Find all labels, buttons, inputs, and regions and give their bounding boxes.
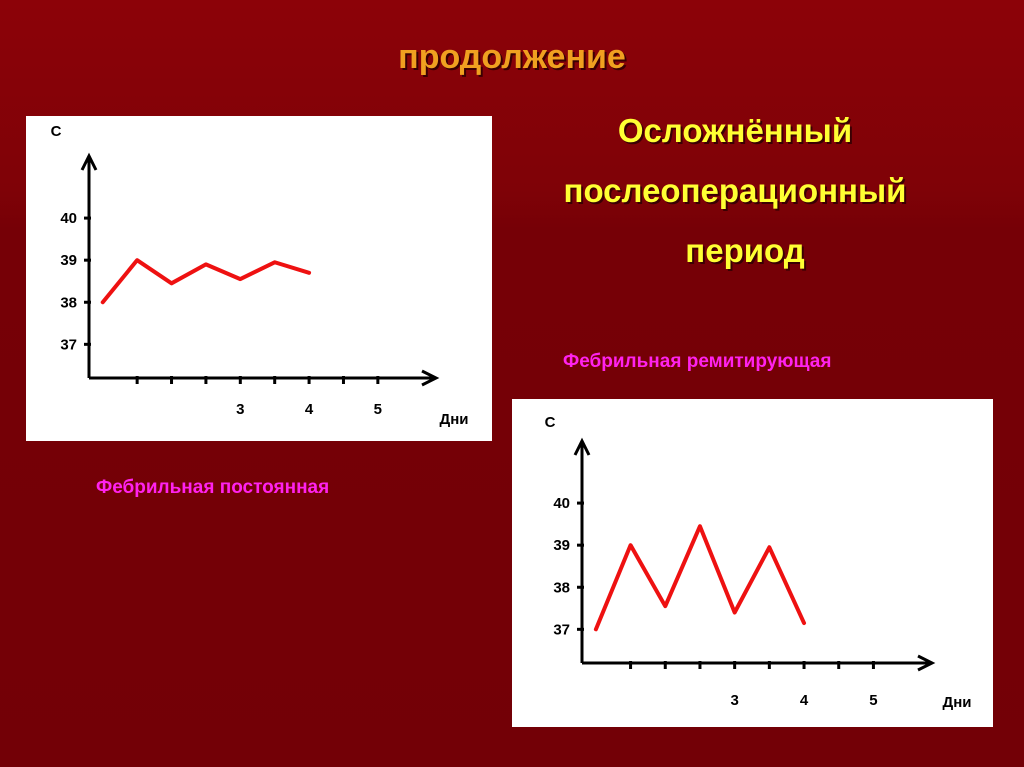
x-tick-label: 5 [374,401,382,418]
heading-line-2: послеоперационный [563,172,907,209]
chart-panel-constant: С Дни 37 38 39 40 3 4 5 [26,116,492,441]
y-axis-title: С [51,123,62,140]
x-axis-arrow [917,654,936,672]
caption-constant: Фебрильная постоянная [96,477,330,498]
x-axis-arrow [421,369,440,387]
y-tick-label: 37 [60,336,77,353]
y-axis-arrow [80,152,98,171]
temperature-line [593,524,807,632]
x-tick-label: 3 [236,401,244,418]
slide-title: продолжение [398,38,626,76]
heading-line-1: Осложнённый [617,112,853,149]
caption-remittent: Фебрильная ремитирующая [563,351,832,372]
y-axis-arrow [573,437,591,456]
x-tick-label: 4 [305,401,314,418]
chart-constant: С Дни 37 38 39 40 3 4 5 [51,123,469,428]
y-tick-label: 37 [553,621,570,638]
chart-remittent: С Дни 37 38 39 40 3 4 5 [545,414,972,711]
temperature-line [100,258,312,305]
y-axis-title: С [545,414,556,431]
heading-line-3: период [685,232,805,269]
x-tick-label: 4 [800,692,809,709]
chart-panel-remittent: С Дни 37 38 39 40 3 4 5 [512,399,993,727]
y-tick-label: 38 [553,579,570,596]
x-axis-title: Дни [440,411,469,428]
y-tick-label: 39 [60,252,77,269]
x-axis-title: Дни [943,694,972,711]
y-tick-label: 39 [553,537,570,554]
x-tick-label: 5 [869,692,877,709]
y-tick-label: 40 [60,210,77,227]
y-tick-label: 38 [60,294,77,311]
y-tick-label: 40 [553,495,570,512]
x-tick-label: 3 [730,692,738,709]
